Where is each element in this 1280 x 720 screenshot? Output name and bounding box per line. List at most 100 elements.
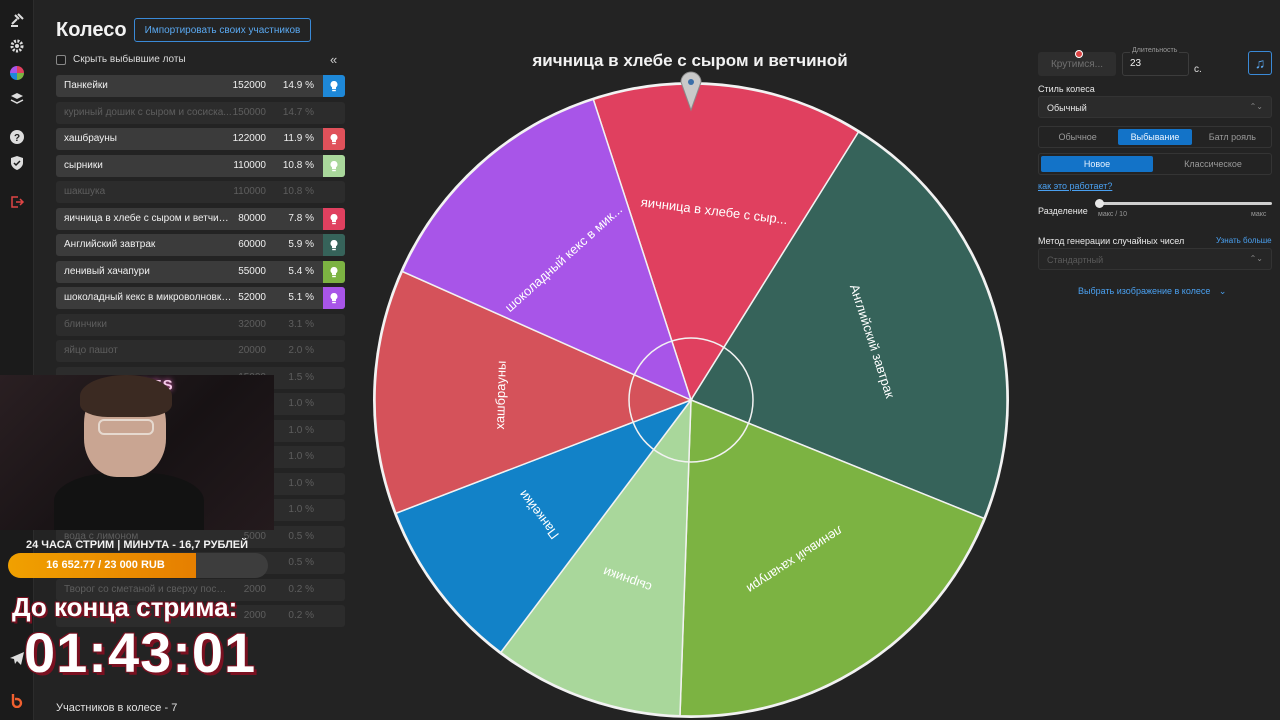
lot-percent: 1.0 % bbox=[288, 424, 314, 436]
gavel-icon[interactable] bbox=[7, 10, 27, 30]
lot-amount: 2000 bbox=[243, 610, 266, 621]
wheel-hub-ring bbox=[628, 337, 754, 463]
stop-icon bbox=[1075, 50, 1083, 58]
participants-count: Участников в колесе - 7 bbox=[56, 702, 178, 714]
lot-percent: 11.9 % bbox=[283, 133, 314, 144]
split-slider-thumb[interactable] bbox=[1095, 199, 1104, 208]
lot-color-chip[interactable] bbox=[323, 234, 345, 256]
mode-tab-1[interactable]: Выбывание bbox=[1118, 129, 1192, 145]
select-caret-icon: ⌃⌄ bbox=[1249, 254, 1263, 263]
lot-row[interactable]: вода с лимоном 5000 0.5 % bbox=[56, 525, 345, 548]
lot-name: яичница в хлебе с сыром и ветчиной bbox=[64, 212, 232, 224]
lot-row[interactable]: сырники 110000 10.8 % bbox=[56, 154, 345, 177]
wheel-segment bbox=[374, 270, 693, 515]
lot-percent: 1.0 % bbox=[288, 477, 314, 489]
lot-amount: 2000 bbox=[243, 583, 266, 595]
prize-wheel[interactable]: яичница в хлебе с сыр...Английский завтр… bbox=[360, 70, 1020, 720]
wheel-style-select[interactable]: Обычный ⌃⌄ bbox=[1038, 96, 1272, 118]
logout-icon[interactable] bbox=[7, 192, 27, 212]
lot-row[interactable]: блинчики 32000 3.1 % bbox=[56, 313, 345, 336]
duration-unit: с. bbox=[1194, 64, 1202, 75]
page-title: Колесо bbox=[56, 19, 127, 41]
lot-percent: 14.7 % bbox=[282, 106, 314, 118]
bulb-icon bbox=[330, 292, 338, 304]
lot-row[interactable]: хашбрауны 122000 11.9 % bbox=[56, 128, 345, 150]
collapse-panel-icon[interactable]: « bbox=[330, 52, 338, 67]
choose-wheel-image-link[interactable]: Выбрать изображение в колесе ⌄ bbox=[1078, 286, 1226, 297]
lot-amount: 20000 bbox=[238, 345, 266, 356]
hide-fallen-toggle[interactable]: Скрыть выбывшие лоты bbox=[56, 54, 186, 65]
lot-row[interactable]: куриный дошик с сыром и сосиска... 150000… bbox=[56, 101, 345, 124]
layers-icon[interactable] bbox=[7, 89, 27, 109]
help-icon[interactable]: ? bbox=[7, 127, 27, 147]
lot-color-chip[interactable] bbox=[323, 128, 345, 150]
rng-method-select[interactable]: Стандартный ⌃⌄ bbox=[1038, 248, 1272, 270]
lot-name: блинчики bbox=[64, 318, 107, 330]
brand-logo-icon[interactable] bbox=[7, 690, 27, 710]
svg-text:?: ? bbox=[14, 133, 20, 144]
elimination-variant-tabs: Новое Классическое bbox=[1038, 153, 1272, 175]
lot-percent: 0.2 % bbox=[288, 583, 314, 595]
duration-value[interactable]: 23 bbox=[1130, 58, 1142, 69]
lot-percent: 2.0 % bbox=[288, 345, 314, 356]
lot-amount: 32000 bbox=[238, 318, 266, 330]
variant-tab-1[interactable]: Классическое bbox=[1184, 159, 1242, 169]
hide-fallen-label: Скрыть выбывшие лоты bbox=[73, 54, 186, 65]
wheel-segment bbox=[592, 83, 860, 402]
lot-percent: 10.8 % bbox=[282, 186, 314, 197]
lot-amount: 110000 bbox=[233, 186, 266, 197]
donation-progress-text: 16 652.77 / 23 000 RUB bbox=[46, 559, 165, 571]
mode-tab-0[interactable]: Обычное bbox=[1058, 132, 1097, 142]
lot-amount: 55000 bbox=[238, 265, 266, 277]
lot-row[interactable]: Английский завтрак 60000 5.9 % bbox=[56, 234, 345, 256]
icon-rail: ? bbox=[0, 0, 34, 720]
lot-row[interactable]: Творог со сметаной и сверху посыпа... 200… bbox=[56, 578, 345, 601]
lot-color-chip[interactable] bbox=[323, 260, 345, 283]
shield-icon[interactable] bbox=[7, 153, 27, 173]
streamer-hair bbox=[80, 375, 172, 417]
lot-row[interactable]: шоколадный кекс в микроволновке ... 52000… bbox=[56, 287, 345, 309]
variant-tab-0[interactable]: Новое bbox=[1041, 156, 1153, 172]
bulb-icon bbox=[330, 213, 338, 224]
choose-wheel-image-label: Выбрать изображение в колесе bbox=[1078, 286, 1211, 296]
lot-color-chip[interactable] bbox=[323, 207, 345, 230]
hide-fallen-checkbox[interactable] bbox=[56, 54, 66, 65]
lot-percent: 0.5 % bbox=[288, 557, 314, 568]
lot-name: сырники bbox=[64, 159, 103, 171]
lot-percent: 1.5 % bbox=[288, 371, 314, 383]
import-participants-button[interactable]: Импортировать своих участников bbox=[134, 18, 311, 42]
bulb-icon bbox=[330, 239, 338, 251]
streamer-glasses bbox=[98, 419, 154, 435]
split-max-label: макс bbox=[1251, 211, 1267, 218]
lot-amount: 110000 bbox=[233, 159, 266, 171]
wheel-icon[interactable] bbox=[7, 63, 27, 83]
wheel-mode-tabs: Обычное Выбывание Батл рояль bbox=[1038, 126, 1272, 148]
lot-row[interactable]: яйцо пашот 20000 2.0 % bbox=[56, 340, 345, 362]
lot-percent: 1.0 % bbox=[288, 398, 314, 409]
lot-row[interactable]: шакшука 110000 10.8 % bbox=[56, 181, 345, 203]
lot-color-chip[interactable] bbox=[323, 75, 345, 97]
how-it-works-link[interactable]: как это работает? bbox=[1038, 181, 1113, 191]
lot-color-chip[interactable] bbox=[323, 287, 345, 309]
lot-name: шакшука bbox=[64, 186, 106, 197]
stream-end-label: До конца стрима: bbox=[12, 592, 238, 622]
lot-amount: 5000 bbox=[243, 530, 266, 542]
lot-name: яйцо пашот bbox=[64, 345, 118, 356]
bulb-icon bbox=[330, 80, 338, 92]
music-note-icon[interactable]: ♫ bbox=[1248, 51, 1272, 75]
lot-row[interactable]: Панкейки 152000 14.9 % bbox=[56, 75, 345, 97]
lot-row[interactable]: яичница в хлебе с сыром и ветчиной 80000 7… bbox=[56, 207, 345, 230]
telegram-icon[interactable] bbox=[7, 648, 27, 668]
mode-tab-2[interactable]: Батл рояль bbox=[1208, 132, 1256, 142]
lot-row[interactable]: 2000 0.2 % bbox=[56, 605, 345, 627]
rng-learn-more-link[interactable]: Узнать больше bbox=[1216, 236, 1272, 245]
gear-icon[interactable] bbox=[7, 36, 27, 56]
lot-name: Панкейки bbox=[64, 80, 108, 91]
lot-percent: 5.4 % bbox=[288, 265, 314, 277]
lot-color-chip[interactable] bbox=[323, 154, 345, 177]
wheel-pointer-dot bbox=[688, 79, 694, 85]
split-slider-track[interactable] bbox=[1097, 202, 1272, 205]
wheel-style-value: Обычный bbox=[1047, 103, 1087, 113]
lot-percent: 1.0 % bbox=[288, 451, 314, 462]
lot-row[interactable]: ленивый хачапури 55000 5.4 % bbox=[56, 260, 345, 283]
